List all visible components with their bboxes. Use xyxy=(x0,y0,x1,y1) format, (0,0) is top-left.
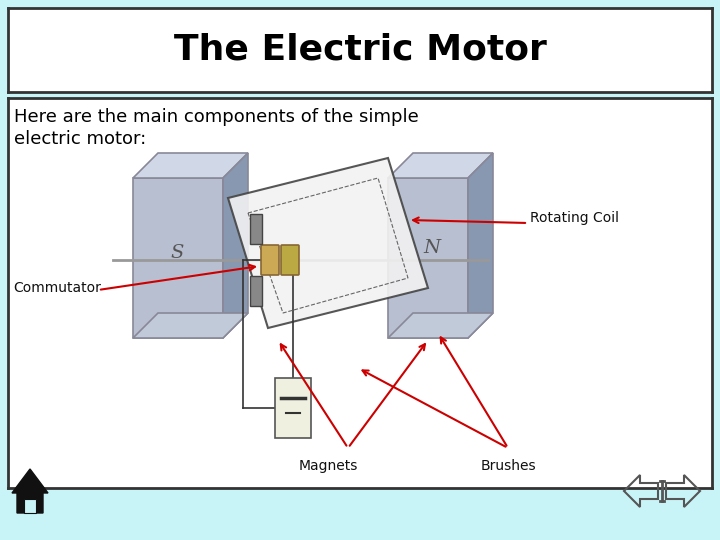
Polygon shape xyxy=(133,153,248,178)
Polygon shape xyxy=(468,153,493,338)
Text: Here are the main components of the simple: Here are the main components of the simp… xyxy=(14,108,419,126)
FancyBboxPatch shape xyxy=(261,245,279,275)
Text: S: S xyxy=(170,244,184,262)
Polygon shape xyxy=(133,178,223,338)
Text: Rotating Coil: Rotating Coil xyxy=(530,211,619,225)
FancyBboxPatch shape xyxy=(281,245,299,275)
Polygon shape xyxy=(388,153,493,178)
Text: Commutator: Commutator xyxy=(13,281,101,295)
Polygon shape xyxy=(388,313,493,338)
FancyBboxPatch shape xyxy=(275,378,311,438)
FancyBboxPatch shape xyxy=(250,214,262,244)
Polygon shape xyxy=(388,178,468,338)
Text: Brushes: Brushes xyxy=(480,459,536,473)
Text: Magnets: Magnets xyxy=(298,459,358,473)
Polygon shape xyxy=(12,469,48,513)
Text: electric motor:: electric motor: xyxy=(14,130,146,148)
FancyBboxPatch shape xyxy=(250,276,262,306)
FancyBboxPatch shape xyxy=(24,499,36,513)
Polygon shape xyxy=(223,153,248,338)
Text: The Electric Motor: The Electric Motor xyxy=(174,33,546,67)
Polygon shape xyxy=(133,313,248,338)
Text: N: N xyxy=(423,239,440,257)
Polygon shape xyxy=(228,158,428,328)
